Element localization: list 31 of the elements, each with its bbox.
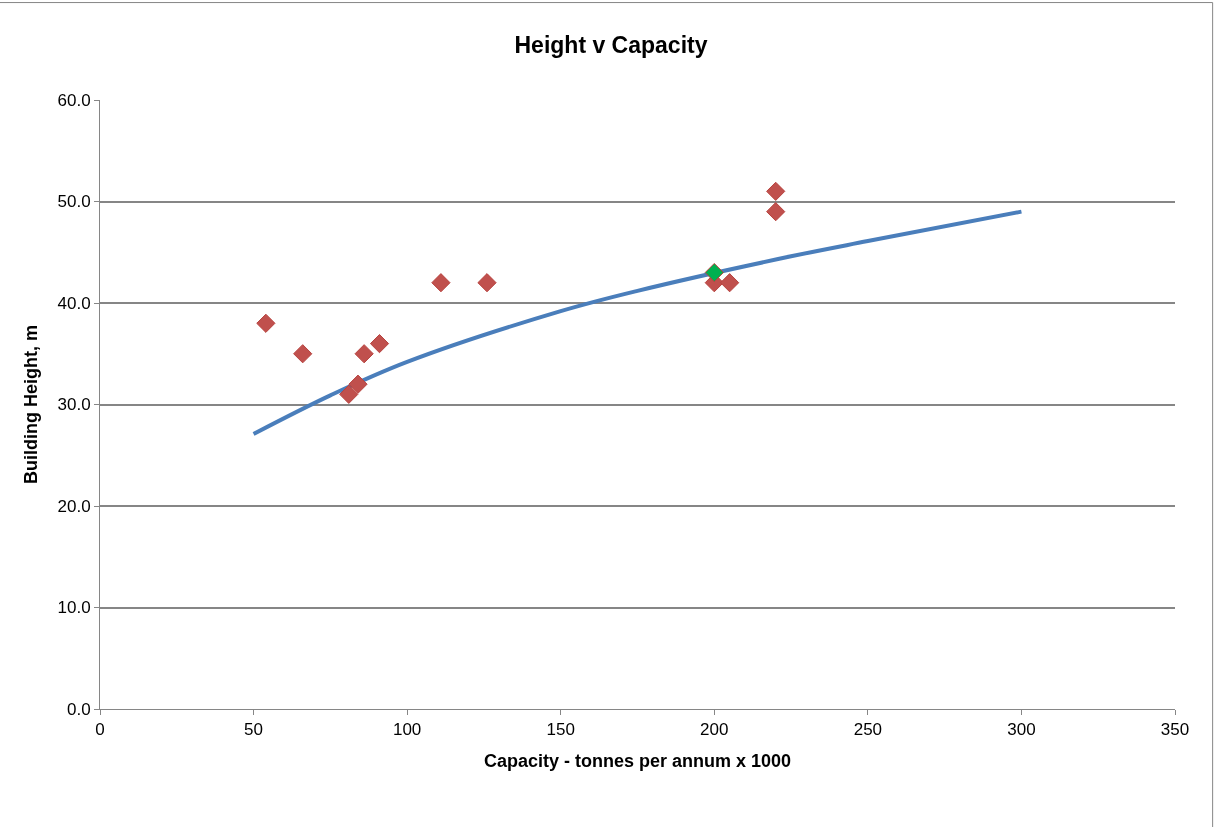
point xyxy=(704,262,724,283)
x-tick-label: 200 xyxy=(700,720,729,740)
point xyxy=(766,181,786,201)
y-tick-label: 0.0 xyxy=(66,699,91,719)
y-tick-label: 30.0 xyxy=(57,395,91,415)
x-axis-title: Capacity - tonnes per annum x 1000 xyxy=(483,750,792,771)
point xyxy=(369,334,390,354)
y-tick-label: 50.0 xyxy=(57,192,91,212)
y-tick-label: 10.0 xyxy=(57,598,91,618)
point xyxy=(256,313,276,333)
x-tick-label: 250 xyxy=(853,720,883,740)
point xyxy=(720,273,740,293)
x-tick-label: 100 xyxy=(392,720,422,740)
x-tick-label: 150 xyxy=(546,720,575,740)
point xyxy=(477,273,497,293)
y-tick-label: 20.0 xyxy=(57,496,91,516)
y-tick-label: 60.0 xyxy=(57,90,91,110)
x-tick-label: 0 xyxy=(95,720,105,740)
point xyxy=(339,384,359,404)
x-tick-label: 300 xyxy=(1007,720,1036,740)
x-tick-label: 350 xyxy=(1160,720,1190,740)
point xyxy=(348,374,368,394)
line-series xyxy=(251,209,1024,436)
x-tick-label: 50 xyxy=(244,720,264,740)
point xyxy=(431,273,451,293)
point xyxy=(354,344,374,364)
chart-title: Height v Capacity xyxy=(514,32,708,59)
y-tick-label: 40.0 xyxy=(57,293,91,313)
y-axis-title: Building Height, m xyxy=(20,325,41,484)
point xyxy=(766,202,786,222)
point xyxy=(293,344,313,364)
